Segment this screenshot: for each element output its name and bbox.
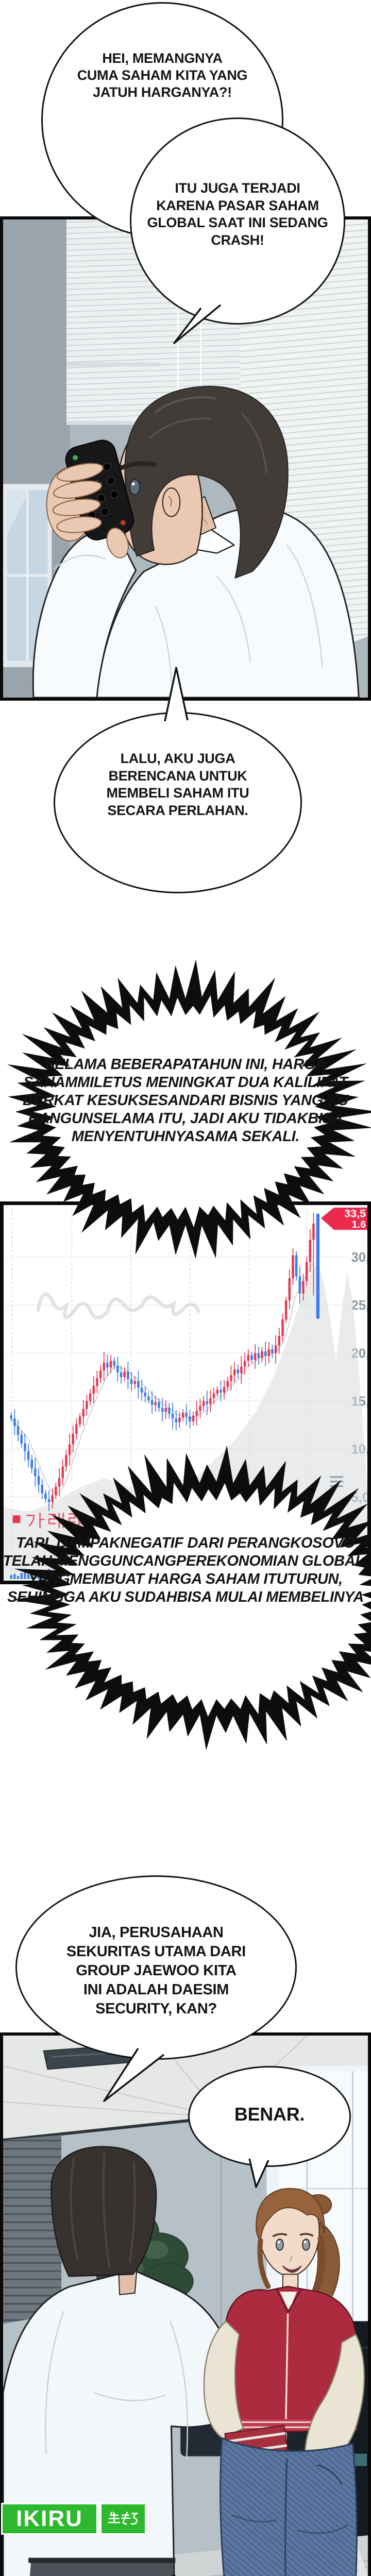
bubble-line: MEMBELI SAHAM ITU [106, 785, 249, 801]
bubble-line: TAHUN INI, HARGA SAHAM [23, 1056, 326, 1091]
bubble-line: MEMBUAT HARGA SAHAM ITU [70, 1571, 288, 1587]
speech-bubble-2-text: ITU JUGA TERJADI KARENA PASAR SAHAM GLOBAL… [131, 180, 344, 249]
woman-jeans [220, 2437, 358, 2576]
bubble-line: DARI BISNIS YANG KU BANGUN [28, 1092, 349, 1127]
bubble-line: JIA, PERUSAHAAN [89, 1924, 224, 1941]
chart-watermark: 미래에셋 [36, 1292, 201, 1319]
office-woman [203, 2188, 365, 2576]
bubble-line: BISA MENYENTUHNYA [71, 1110, 343, 1145]
bubble-line: TURUN, SEHINGGA AKU SUDAH [7, 1571, 343, 1605]
man-hair [124, 386, 289, 579]
bubble-line: GROUP JAEWOO KITA [76, 1962, 237, 1979]
bubble-line: PEREKONOMIAN GLOBAL, YANG [28, 1553, 368, 1587]
man-character [32, 386, 360, 698]
bubble-line: SELAMA ITU, JADI AKU TIDAK [93, 1110, 308, 1127]
burst-bubble-2-text: TAPI, DAMPAKNEGATIF DARI PERANGKOSOVO TE… [0, 1534, 371, 1606]
y-axis-label: 25,0 [351, 1298, 367, 1313]
ikiru-logo-text: IKIRU [1, 2503, 98, 2535]
bubble-line: MILETUS MENINGKAT DUA KALI [77, 1074, 308, 1091]
bubble-line: LIPAT BERKAT KESUKSESAN [22, 1074, 348, 1109]
bubble-line: KARENA PASAR SAHAM [156, 197, 319, 213]
bubble-line: LALU, AKU JUGA [120, 751, 235, 766]
bubble-line: CUMA SAHAM KITA YANG [77, 67, 248, 83]
bubble-line: SECARA PERLAHAN. [107, 802, 248, 818]
price-badge-value: 33,5 [344, 1207, 366, 1220]
speech-bubble-3: LALU, AKU JUGA BERENCANA UNTUK MEMBELI SAH… [54, 712, 302, 893]
bubble-line: GLOBAL SAAT INI SEDANG [147, 215, 328, 230]
bubble-line: SEKURITAS UTAMA DARI [66, 1943, 246, 1960]
burst-bubble-1: SELAMA BEBERAPATAHUN INI, HARGA SAHAMMIL… [0, 957, 371, 1273]
bubble-line: BISA MULAI MEMBELINYA [177, 1589, 364, 1605]
ikiru-logo-kanji: 生きる [100, 2503, 146, 2535]
bubble-line: BENAR. [234, 2104, 305, 2125]
bubble-line: TAPI, DAMPAK [16, 1535, 120, 1551]
volume-legend-icon [12, 1515, 21, 1523]
bubble-line: HEI, MEMANGNYA [102, 50, 223, 66]
speech-bubble-1-text: HEI, MEMANGNYA CUMA SAHAM KITA YANG JATUH … [43, 50, 282, 101]
bubble-line: SECURITY, KAN? [95, 2001, 217, 2017]
woman-hair [256, 2188, 325, 2244]
ikiru-watermark: IKIRU 生きる [1, 2503, 146, 2535]
bubble-line: NEGATIF DARI PERANG [120, 1535, 291, 1551]
woman-eye [276, 2238, 284, 2251]
speech-bubble-4: JIA, PERUSAHAAN SEKURITAS UTAMA DARI GROUP… [15, 1875, 297, 2060]
bubble-line: SAMA SEKALI. [194, 1128, 300, 1145]
woman-sleeve [203, 2320, 244, 2439]
y-axis-label: 30,0 [351, 1250, 367, 1265]
speech-bubble-3-text: LALU, AKU JUGA BERENCANA UNTUK MEMBELI SAH… [55, 750, 300, 819]
man-hand [52, 463, 129, 558]
price-badge [321, 1207, 367, 1230]
man-eyebrow [119, 461, 157, 470]
bubble-line: CRASH! [211, 232, 264, 248]
bubble-line: INI ADALAH DAESIM [83, 1981, 229, 1998]
ikiru-kanji-icon: 生きる [108, 2511, 139, 2525]
price-badge-change: 1.6 [352, 1219, 366, 1230]
slatted-wall [3, 2135, 62, 2324]
bubble-line: KOSOVO TELAH MENGGUNCANG [3, 1535, 355, 1569]
man-eye [129, 479, 141, 496]
speech-bubble-4-text: JIA, PERUSAHAAN SEKURITAS UTAMA DARI GROUP… [17, 1923, 295, 2019]
speech-bubble-2: ITU JUGA TERJADI KARENA PASAR SAHAM GLOBAL… [130, 117, 345, 325]
woman-mouth [282, 2265, 302, 2273]
bubble-line: BERENCANA UNTUK [108, 768, 247, 784]
bubble-line: SELAMA BEBERAPA [45, 1056, 191, 1073]
office-man-back [3, 2146, 242, 2576]
man-trousers [29, 2558, 174, 2576]
burst-bubble-1-text: SELAMA BEBERAPATAHUN INI, HARGA SAHAMMIL… [0, 1056, 371, 1146]
speech-bubble-benar: BENAR. [188, 2066, 351, 2167]
burst-bubble-2: TAPI, DAMPAKNEGATIF DARI PERANGKOSOVO TE… [0, 1442, 371, 1764]
bubble-line: JATUH HARGANYA?! [93, 84, 232, 100]
woman-eye [302, 2238, 310, 2251]
speech-bubble-benar-text: BENAR. [190, 2104, 349, 2125]
bubble-line: ITU JUGA TERJADI [175, 180, 300, 196]
